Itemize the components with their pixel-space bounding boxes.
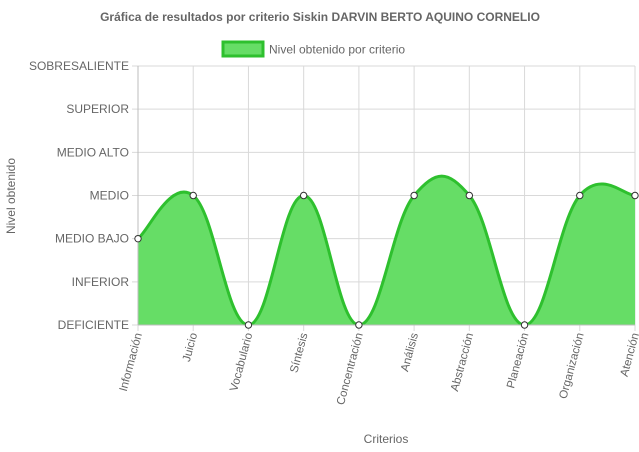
data-point[interactable] (465, 191, 474, 200)
data-point[interactable] (189, 191, 197, 200)
x-tick-label: Organización (558, 332, 587, 401)
y-axis-title: Nivel obtenido (4, 158, 18, 234)
data-point[interactable] (520, 321, 529, 329)
data-area (136, 174, 636, 327)
data-point[interactable] (299, 191, 308, 200)
x-tick-label: Abstracción (449, 332, 476, 393)
data-point[interactable] (244, 321, 253, 329)
x-tick-label: Información (118, 332, 145, 393)
x-tick-label: Planeación (505, 332, 531, 390)
y-tick-label: SOBRESALIENTE (29, 59, 129, 73)
series-area-fill (138, 176, 635, 325)
data-point[interactable] (576, 191, 584, 200)
x-tick-label: Juicio (181, 332, 200, 364)
legend[interactable]: Nivel obtenido por criterio (221, 40, 405, 58)
data-point[interactable] (631, 191, 639, 200)
data-points (134, 191, 639, 329)
y-tick-label: MEDIO ALTO (57, 145, 129, 159)
chart-title: Gráfica de resultados por criterio Siski… (100, 10, 540, 24)
data-point[interactable] (355, 321, 363, 329)
x-tick-label: Análisis (399, 331, 421, 373)
axes (137, 66, 635, 326)
y-tick-labels: DEFICIENTE INFERIOR MEDIO BAJO MEDIO MEDIO A… (29, 59, 129, 332)
x-axis-title: Criterios (364, 432, 409, 446)
x-tick-label: Atención (619, 332, 639, 378)
y-tick-label: MEDIO BAJO (55, 232, 129, 246)
data-point[interactable] (134, 234, 142, 243)
x-tick-label: Concentración (335, 332, 366, 407)
legend-swatch (221, 40, 265, 58)
x-tick-label: Vocabulario (228, 332, 255, 393)
x-tick-label: Síntesis (288, 331, 310, 374)
y-tick-label: DEFICIENTE (58, 318, 129, 332)
y-tick-label: MEDIO (90, 189, 129, 203)
legend-label: Nivel obtenido por criterio (269, 43, 405, 57)
data-point[interactable] (410, 191, 418, 200)
series-line (136, 174, 636, 327)
y-tick-label: INFERIOR (72, 275, 130, 289)
y-tick-label: SUPERIOR (66, 102, 129, 116)
x-tick-labels: Información Juicio Vocabulario Síntesis Conc… (118, 331, 639, 406)
